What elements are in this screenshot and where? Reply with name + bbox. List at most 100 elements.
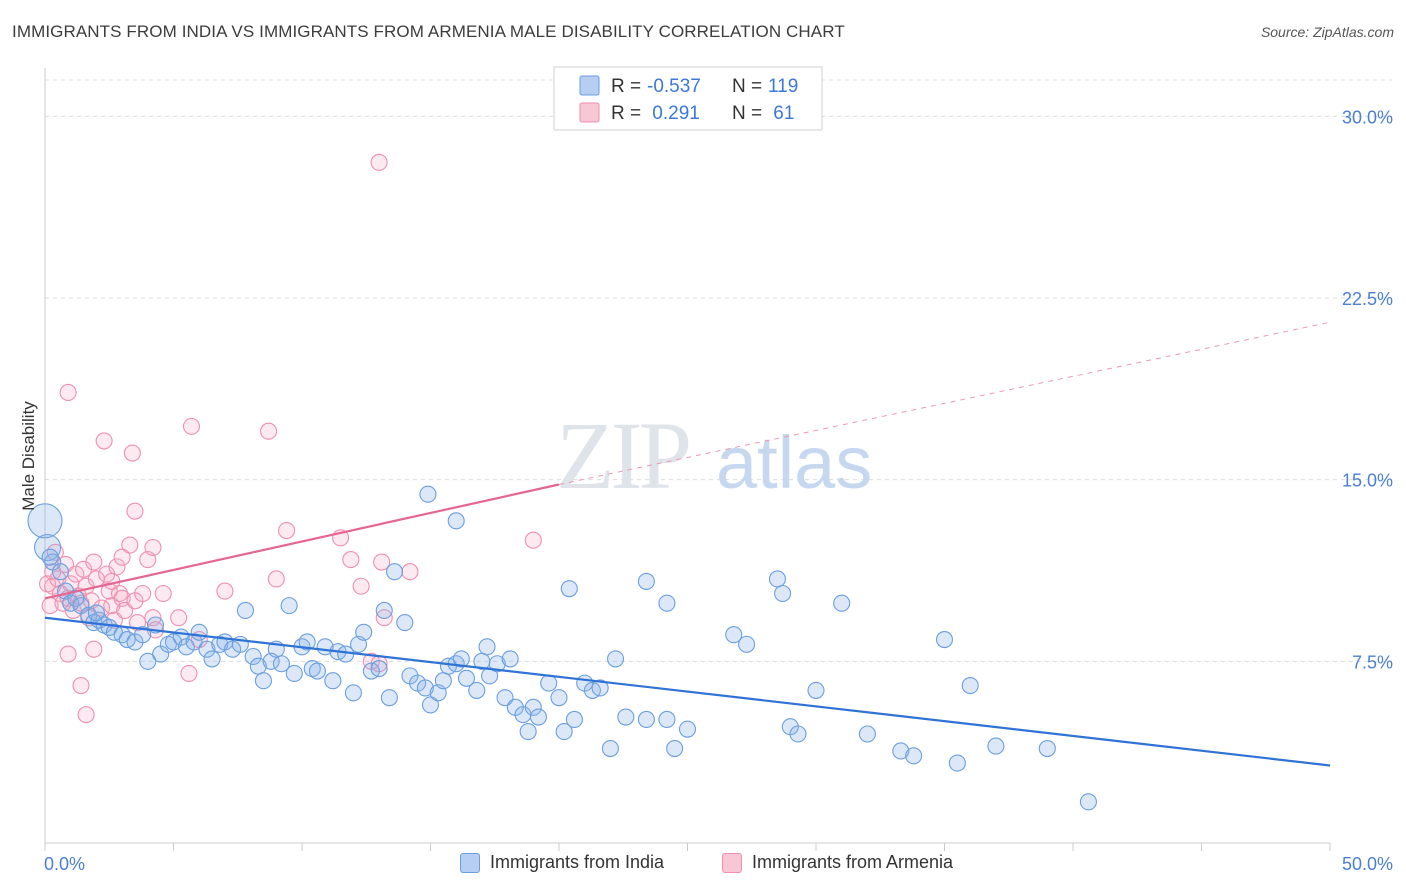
- point-india: [565, 710, 583, 729]
- point-india: [1038, 739, 1056, 758]
- point-india: [606, 650, 625, 668]
- point-india: [768, 570, 787, 588]
- point-india: [658, 594, 676, 612]
- point-india: [591, 679, 609, 697]
- stats-legend: R = -0.537 N = 119 R = 0.291 N = 61: [553, 66, 823, 131]
- trend-line-armenia: [44, 483, 560, 600]
- point-india: [725, 626, 743, 644]
- point-india: [738, 635, 756, 653]
- point-india: [280, 597, 298, 615]
- x-tick-label-left: 0.0%: [44, 854, 85, 874]
- legend-r-value-india: -0.537: [647, 76, 701, 97]
- point-india: [987, 737, 1005, 755]
- legend-label-india: Immigrants from India: [490, 852, 665, 872]
- point-armenia: [154, 584, 172, 603]
- legend-swatch-armenia-bottom: [722, 852, 742, 873]
- point-india: [244, 647, 262, 666]
- point-armenia: [77, 706, 95, 724]
- legend-r-label-india: R =: [611, 76, 641, 97]
- point-india: [637, 572, 655, 590]
- point-armenia: [95, 432, 113, 450]
- point-india: [666, 739, 684, 758]
- point-india: [560, 580, 578, 598]
- point-india: [555, 723, 573, 741]
- point-india: [416, 679, 434, 697]
- point-india: [961, 677, 979, 695]
- legend-n-label-armenia: N =: [732, 103, 762, 124]
- legend-n-value-india: 119: [768, 76, 798, 97]
- point-armenia: [46, 543, 64, 561]
- point-india: [601, 739, 619, 758]
- legend-r-value-armenia: 0.291: [647, 103, 700, 124]
- point-armenia: [110, 584, 129, 603]
- point-india: [62, 594, 80, 612]
- point-india: [190, 623, 208, 641]
- trend-line-india: [44, 616, 1331, 767]
- point-armenia: [401, 563, 419, 581]
- point-india: [344, 684, 362, 702]
- point-india: [905, 747, 923, 765]
- point-india: [678, 720, 697, 738]
- point-india: [524, 698, 542, 716]
- point-armenia: [352, 577, 370, 595]
- point-india: [324, 672, 342, 690]
- gridlines: [45, 79, 1392, 662]
- trend-line-armenia-extension: [558, 321, 1331, 486]
- point-armenia: [370, 153, 388, 171]
- point-armenia: [85, 553, 103, 571]
- point-armenia: [113, 548, 131, 566]
- point-india: [385, 563, 404, 581]
- point-india: [139, 652, 157, 670]
- point-india: [198, 640, 216, 658]
- source-label: Source: ZipAtlas.com: [1260, 24, 1394, 40]
- point-armenia: [72, 677, 90, 695]
- point-india: [27, 503, 63, 539]
- point-india: [100, 618, 118, 636]
- legend-label-armenia: Immigrants from Armenia: [752, 852, 954, 872]
- axes: [44, 68, 1331, 851]
- y-tick-label: 15.0%: [1342, 471, 1393, 491]
- point-india: [478, 638, 496, 656]
- legend-n-label-india: N =: [732, 76, 762, 97]
- legend-swatch-india: [579, 75, 600, 96]
- point-india: [419, 485, 437, 503]
- point-armenia: [182, 417, 201, 435]
- point-armenia: [373, 553, 391, 571]
- point-india: [355, 623, 373, 641]
- point-india: [41, 548, 59, 566]
- point-armenia: [267, 570, 285, 588]
- watermark-zip: ZIP: [556, 402, 689, 509]
- point-india: [488, 655, 506, 673]
- point-india: [550, 689, 568, 707]
- point-india: [421, 696, 440, 714]
- legend-swatch-armenia: [579, 102, 600, 123]
- point-armenia: [216, 582, 234, 600]
- series-armenia-points: [39, 153, 542, 724]
- watermark-atlas: atlas: [716, 421, 872, 504]
- point-armenia: [180, 664, 198, 682]
- point-india: [774, 584, 792, 603]
- point-armenia: [342, 551, 360, 569]
- legend-item-armenia: Immigrants from Armenia: [722, 852, 953, 873]
- legend-item-india: Immigrants from India: [460, 852, 664, 873]
- point-armenia: [260, 422, 278, 440]
- point-armenia: [85, 640, 103, 658]
- point-india: [858, 725, 876, 743]
- point-armenia: [59, 383, 77, 402]
- point-india: [1079, 793, 1097, 811]
- point-india: [519, 723, 537, 741]
- y-tick-label: 30.0%: [1342, 107, 1393, 127]
- point-india: [935, 630, 954, 649]
- point-india: [370, 660, 388, 678]
- point-india: [637, 710, 655, 729]
- point-india: [789, 725, 807, 743]
- y-axis-label: Male Disability: [19, 401, 38, 511]
- y-tick-label: 7.5%: [1352, 652, 1393, 672]
- x-tick-label-right: 50.0%: [1342, 854, 1393, 874]
- legend-n-value-armenia: 61: [768, 103, 794, 124]
- point-india: [396, 614, 414, 632]
- point-india: [617, 708, 635, 726]
- point-armenia: [59, 645, 77, 663]
- chart-title: IMMIGRANTS FROM INDIA VS IMMIGRANTS FROM…: [12, 22, 845, 41]
- legend-r-label-armenia: R =: [611, 103, 641, 124]
